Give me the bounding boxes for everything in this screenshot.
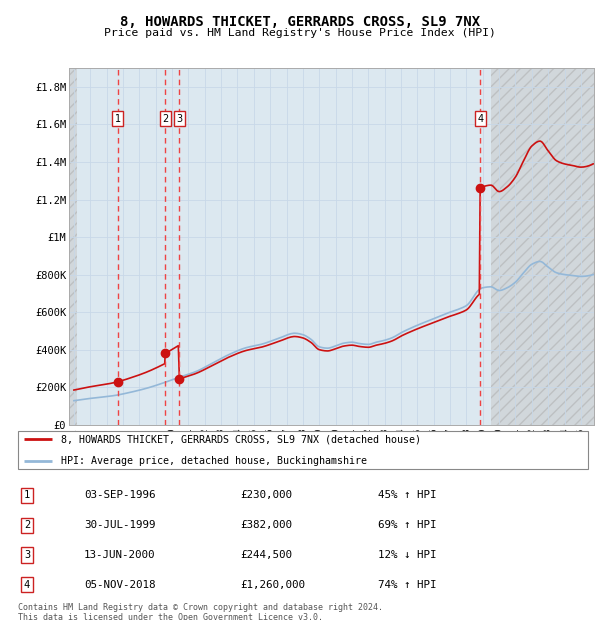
Text: 30-JUL-1999: 30-JUL-1999 bbox=[84, 520, 155, 530]
Text: 1: 1 bbox=[115, 114, 121, 124]
Text: HPI: Average price, detached house, Buckinghamshire: HPI: Average price, detached house, Buck… bbox=[61, 456, 367, 466]
Bar bbox=[69, 68, 77, 425]
Text: 69% ↑ HPI: 69% ↑ HPI bbox=[378, 520, 437, 530]
Text: 12% ↓ HPI: 12% ↓ HPI bbox=[378, 550, 437, 560]
Text: £230,000: £230,000 bbox=[240, 490, 292, 500]
Bar bbox=[491, 68, 594, 425]
Text: Price paid vs. HM Land Registry's House Price Index (HPI): Price paid vs. HM Land Registry's House … bbox=[104, 28, 496, 38]
Text: 05-NOV-2018: 05-NOV-2018 bbox=[84, 580, 155, 590]
Text: 4: 4 bbox=[477, 114, 483, 124]
Text: 4: 4 bbox=[24, 580, 30, 590]
Text: 3: 3 bbox=[24, 550, 30, 560]
Text: £382,000: £382,000 bbox=[240, 520, 292, 530]
Text: 8, HOWARDS THICKET, GERRARDS CROSS, SL9 7NX: 8, HOWARDS THICKET, GERRARDS CROSS, SL9 … bbox=[120, 16, 480, 30]
Text: 13-JUN-2000: 13-JUN-2000 bbox=[84, 550, 155, 560]
Text: 74% ↑ HPI: 74% ↑ HPI bbox=[378, 580, 437, 590]
Text: 8, HOWARDS THICKET, GERRARDS CROSS, SL9 7NX (detached house): 8, HOWARDS THICKET, GERRARDS CROSS, SL9 … bbox=[61, 435, 421, 445]
Text: 2: 2 bbox=[162, 114, 168, 124]
Text: £244,500: £244,500 bbox=[240, 550, 292, 560]
Text: 1: 1 bbox=[24, 490, 30, 500]
FancyBboxPatch shape bbox=[18, 431, 588, 469]
Text: 2: 2 bbox=[24, 520, 30, 530]
Text: 45% ↑ HPI: 45% ↑ HPI bbox=[378, 490, 437, 500]
Text: 3: 3 bbox=[176, 114, 182, 124]
Text: 03-SEP-1996: 03-SEP-1996 bbox=[84, 490, 155, 500]
Text: £1,260,000: £1,260,000 bbox=[240, 580, 305, 590]
Text: Contains HM Land Registry data © Crown copyright and database right 2024.
This d: Contains HM Land Registry data © Crown c… bbox=[18, 603, 383, 620]
